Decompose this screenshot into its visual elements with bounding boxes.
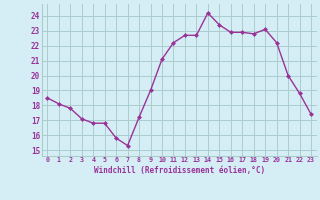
X-axis label: Windchill (Refroidissement éolien,°C): Windchill (Refroidissement éolien,°C) <box>94 166 265 175</box>
